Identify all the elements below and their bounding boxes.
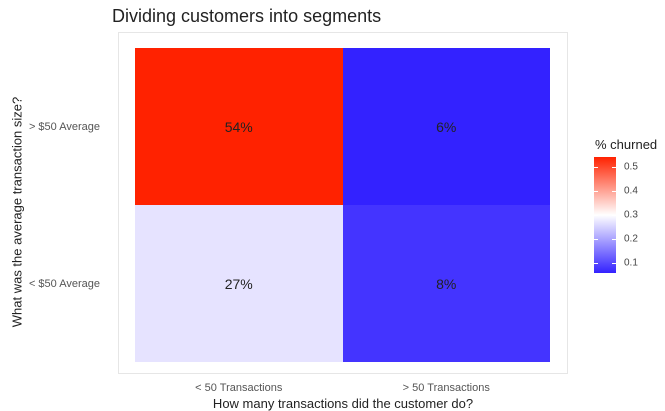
y-tick-label: > $50 Average (28, 120, 100, 133)
cell-value-label: 8% (436, 275, 457, 292)
legend-tick-mark (594, 166, 598, 168)
y-tick-label: < $50 Average (28, 277, 100, 290)
heatmap-cell: 27% (135, 205, 343, 362)
legend-tick-mark (612, 239, 616, 241)
legend-tick-label: 0.2 (624, 233, 638, 245)
heatmap-cell: 6% (342, 48, 550, 205)
y-axis-label: What was the average transaction size? (9, 96, 25, 328)
legend-tick-label: 0.3 (624, 209, 638, 221)
legend-tick-mark (612, 263, 616, 265)
x-axis-label: How many transactions did the customer d… (212, 396, 474, 411)
heatmap-panel (118, 32, 568, 374)
chart-title: Dividing customers into segments (112, 6, 382, 26)
cell-value-label: 54% (224, 118, 253, 135)
legend-tick-label: 0.5 (624, 161, 638, 173)
legend-tick-label: 0.1 (624, 257, 638, 269)
legend-tick-mark (612, 215, 616, 216)
legend-colorbar (594, 157, 616, 273)
legend-tick-mark (594, 190, 598, 192)
heatmap-cell: 8% (342, 205, 550, 362)
legend-tick-mark (594, 263, 598, 265)
legend-tick-mark (594, 215, 598, 216)
cell-value-label: 6% (436, 118, 457, 135)
x-tick-label: > 50 Transactions (402, 382, 490, 394)
heatmap-cell: 54% (135, 48, 343, 205)
legend-tick-mark (612, 166, 616, 168)
cell-value-label: 27% (224, 275, 253, 292)
legend-tick-mark (612, 190, 616, 192)
legend-title: % churned (595, 137, 658, 152)
legend-tick-mark (594, 239, 598, 241)
legend-tick-label: 0.4 (624, 185, 638, 197)
x-tick-label: < 50 Transactions (195, 382, 283, 394)
